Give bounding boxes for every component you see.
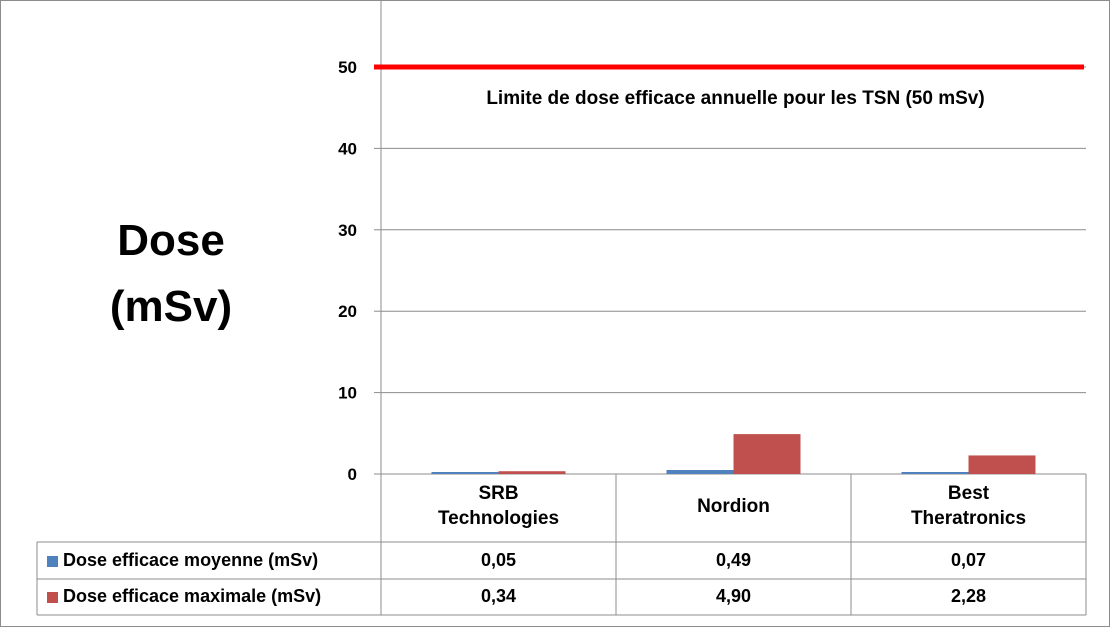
legend-swatch-0: [47, 555, 58, 567]
data-table-cell-1-0: 0,34: [480, 586, 517, 606]
y-tick-label-10: 10: [338, 384, 357, 403]
data-table-cell-0-1: 0,49: [715, 549, 752, 570]
data-table-cell-0-2: 0,07: [950, 549, 987, 570]
category-label-line: Nordion: [697, 496, 770, 517]
category-label-1: Nordion: [616, 494, 851, 519]
bar-1-2: [968, 455, 1036, 474]
bar-1-0: [498, 471, 566, 474]
legend-label-0: Dose efficace moyenne (mSv): [63, 549, 319, 570]
y-tick-label-0: 0: [348, 465, 357, 484]
y-axis-label-line1: Dose: [117, 216, 225, 265]
reference-line-label: Limite de dose efficace annuelle pour le…: [486, 88, 984, 109]
category-label-line: Best: [947, 483, 990, 504]
y-tick-label-20: 20: [338, 302, 357, 321]
legend-swatch-1: [47, 592, 58, 603]
bar-0-1: [666, 470, 734, 474]
y-tick-label-50: 50: [338, 58, 357, 77]
data-table-cell-1-2: 2,28: [950, 586, 987, 606]
bar-0-2: [901, 472, 969, 474]
category-label-line: SRB: [478, 483, 519, 504]
bar-1-1: [733, 434, 801, 474]
category-label-line: Theratronics: [910, 508, 1027, 529]
bar-0-0: [431, 472, 499, 474]
y-tick-label-40: 40: [338, 139, 357, 158]
data-table-cell-1-1: 4,90: [715, 586, 752, 606]
category-label-line: Technologies: [437, 508, 560, 529]
category-label-0: SRB Technologies: [381, 481, 616, 531]
data-table-cell-0-0: 0,05: [480, 549, 517, 570]
y-axis-label-line2: (mSv): [109, 282, 233, 331]
category-label-2: Best Theratronics: [851, 481, 1086, 531]
legend-label-1: Dose efficace maximale (mSv): [63, 586, 322, 606]
y-tick-label-30: 30: [338, 221, 357, 240]
